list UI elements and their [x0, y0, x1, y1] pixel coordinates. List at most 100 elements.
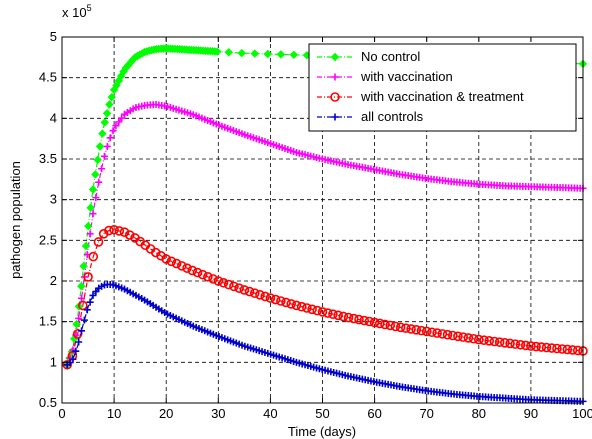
- data-point-marker: [91, 170, 100, 179]
- data-point-marker: [86, 203, 95, 213]
- legend-item: No control: [317, 49, 420, 64]
- data-point-marker: [77, 282, 86, 291]
- y-exponent-base: x 10: [62, 5, 87, 20]
- data-point-marker: [78, 294, 86, 302]
- data-point-marker: [69, 355, 77, 363]
- data-point-marker: [411, 324, 422, 335]
- data-point-marker: [359, 315, 369, 326]
- data-point-marker: [114, 226, 125, 236]
- data-point-marker: [197, 269, 208, 280]
- data-point-marker: [494, 337, 505, 347]
- data-point-marker: [276, 296, 286, 306]
- data-point-marker: [171, 258, 182, 269]
- data-point-marker: [105, 100, 114, 109]
- data-point-marker: [98, 165, 106, 173]
- data-point-marker: [489, 336, 500, 347]
- data-point-marker: [72, 319, 81, 329]
- data-point-marker: [401, 323, 411, 333]
- data-point-marker: [473, 334, 484, 345]
- data-point-marker: [453, 331, 463, 342]
- data-point-marker: [416, 325, 427, 336]
- data-point-marker: [557, 344, 567, 354]
- legend-item: all controls: [317, 109, 424, 124]
- data-point-marker: [515, 339, 526, 350]
- data-point-marker: [95, 178, 103, 186]
- x-tick-label: 80: [472, 406, 486, 421]
- data-point-marker: [296, 301, 307, 312]
- y-tick-label: 0.5: [39, 395, 57, 410]
- data-point-marker: [250, 49, 259, 58]
- data-point-marker: [89, 210, 97, 218]
- data-point-marker: [192, 267, 203, 278]
- x-tick-label: 60: [367, 406, 381, 421]
- data-point-marker: [239, 285, 250, 295]
- legend-label: all controls: [361, 109, 424, 124]
- data-point-marker: [83, 272, 93, 282]
- data-point-marker: [103, 142, 111, 150]
- data-point-marker: [395, 322, 406, 333]
- data-point-marker: [109, 127, 117, 135]
- data-point-marker: [115, 118, 123, 126]
- y-tick-label: 4: [50, 110, 57, 125]
- data-point-marker: [505, 338, 515, 349]
- data-point-marker: [88, 251, 99, 262]
- data-point-marker: [244, 286, 255, 297]
- data-point-marker: [364, 316, 375, 327]
- data-point-marker: [380, 319, 390, 330]
- legend-item: with vaccination: [317, 69, 453, 84]
- data-point-marker: [62, 359, 73, 370]
- data-point-marker: [223, 279, 234, 290]
- data-point-marker: [536, 342, 547, 352]
- data-point-marker: [263, 49, 273, 59]
- data-point-marker: [237, 48, 246, 58]
- data-point-marker: [249, 288, 260, 299]
- series-line-with-vaccination-treatment: [66, 229, 584, 366]
- data-point-marker: [330, 52, 340, 62]
- x-tick-label: 100: [572, 406, 592, 421]
- x-tick-label: 10: [107, 406, 121, 421]
- data-point-marker: [468, 333, 479, 344]
- legend-box: [308, 43, 577, 132]
- data-point-marker: [567, 345, 578, 355]
- data-point-marker: [541, 342, 552, 353]
- data-point-marker: [552, 343, 562, 354]
- data-point-marker: [572, 345, 583, 356]
- x-tick-label: 40: [263, 406, 277, 421]
- data-point-marker: [348, 313, 359, 324]
- data-point-marker: [93, 155, 102, 165]
- data-point-marker: [432, 328, 442, 338]
- data-point-marker: [562, 344, 573, 355]
- data-point-marker: [510, 339, 521, 349]
- data-point-marker: [107, 92, 116, 102]
- data-point-marker: [100, 118, 109, 127]
- data-point-marker: [322, 308, 333, 318]
- data-point-marker: [286, 299, 297, 309]
- series-markers-with-vaccination: [63, 101, 587, 369]
- x-tick-label: 90: [524, 406, 538, 421]
- data-point-marker: [80, 316, 88, 324]
- y-tick-label: 3.5: [39, 151, 57, 166]
- data-point-marker: [177, 261, 187, 271]
- series-markers-with-vaccination-treatment: [62, 224, 588, 370]
- data-point-marker: [182, 263, 192, 273]
- x-tick-label: 50: [315, 406, 329, 421]
- data-point-marker: [289, 50, 299, 60]
- data-point-marker: [229, 281, 239, 292]
- y-tick-labels: 0.5 1 1.5 2 2.5 3 3.5 4 4.5 5: [39, 29, 583, 410]
- data-point-marker: [84, 221, 93, 231]
- data-point-marker: [79, 261, 88, 271]
- data-point-marker: [100, 152, 108, 160]
- data-point-marker: [213, 47, 222, 56]
- data-point-marker: [330, 92, 340, 102]
- y-tick-label: 1.5: [39, 314, 57, 329]
- x-tick-label: 70: [419, 406, 433, 421]
- data-point-marker: [106, 134, 114, 142]
- data-point-marker: [104, 225, 114, 236]
- y-tick-label: 5: [50, 29, 57, 44]
- data-point-marker: [354, 314, 364, 325]
- data-point-marker: [291, 300, 302, 311]
- legend-item: with vaccination & treatment: [317, 89, 524, 104]
- x-tick-label: 30: [211, 406, 225, 421]
- data-point-marker: [281, 297, 291, 308]
- data-point-marker: [333, 310, 343, 321]
